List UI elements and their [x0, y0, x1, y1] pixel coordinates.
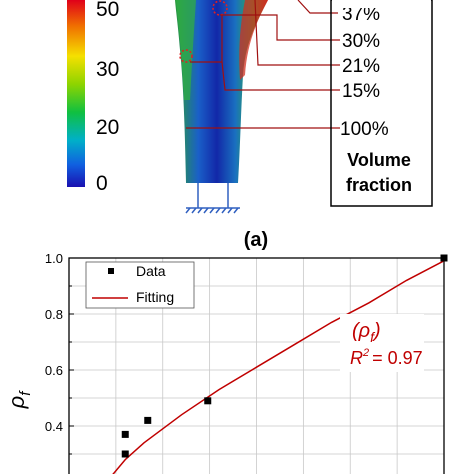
fixed-support — [185, 183, 240, 214]
plot-frame — [68, 257, 445, 474]
callout-label: 21% — [342, 56, 380, 77]
callout-label: 100% — [340, 119, 389, 140]
chart-legend: Data Fitting — [85, 261, 195, 309]
fit-annotation-r2: R2 = 0.97 — [350, 347, 423, 368]
fit-annotation: (ρf) R2 = 0.97 — [340, 314, 424, 372]
data-point — [121, 450, 129, 458]
chart: 0.4 0.6 0.8 1.0 ρf Data Fitting (ρf) R2 = 0.… — [4, 251, 448, 474]
y-tick-label: 1.0 — [45, 251, 63, 266]
colorbar-tick-label: 20 — [96, 116, 119, 139]
svg-text:ρf: ρf — [4, 390, 34, 410]
volume-fraction-title: Volume — [347, 150, 411, 170]
fitting-curve — [112, 260, 445, 474]
fit-annotation-symbol: (ρf) — [352, 320, 381, 345]
data-point — [144, 416, 152, 424]
sample-region-marker — [179, 49, 193, 63]
y-tick-label: 0.4 — [45, 419, 63, 434]
y-axis-label: ρf — [4, 390, 34, 410]
data-point — [440, 254, 448, 262]
data-point — [204, 397, 212, 405]
colorbar-tick-label: 50 — [96, 0, 119, 21]
data-point — [121, 430, 129, 438]
legend-label: Fitting — [136, 289, 174, 305]
colorbar-tick-label: 30 — [96, 58, 119, 81]
sample-region-marker — [212, 0, 228, 16]
structure-high-density-region — [239, 0, 268, 80]
callout-label: 30% — [342, 31, 380, 52]
panel-label: (a) — [244, 229, 268, 251]
callout-lines — [186, 0, 340, 129]
y-tick-label: 0.6 — [45, 363, 63, 378]
y-axis: 0.4 0.6 0.8 1.0 — [45, 251, 74, 455]
callout-label: 15% — [342, 81, 380, 102]
volume-fraction-box — [330, 0, 433, 207]
colorbar-tick-label: 0 — [96, 172, 108, 195]
chart-marks — [112, 254, 448, 474]
callout-label: 37% — [342, 4, 380, 25]
colorbar — [67, 0, 85, 187]
legend-box — [85, 261, 195, 309]
y-tick-label: 0.8 — [45, 307, 63, 322]
volume-fraction-title: fraction — [346, 175, 412, 195]
legend-label: Data — [136, 263, 166, 279]
legend-marker-data — [108, 268, 114, 274]
structure-mid-region — [176, 0, 196, 100]
panel-a: 50 30 20 0 — [67, 0, 433, 251]
